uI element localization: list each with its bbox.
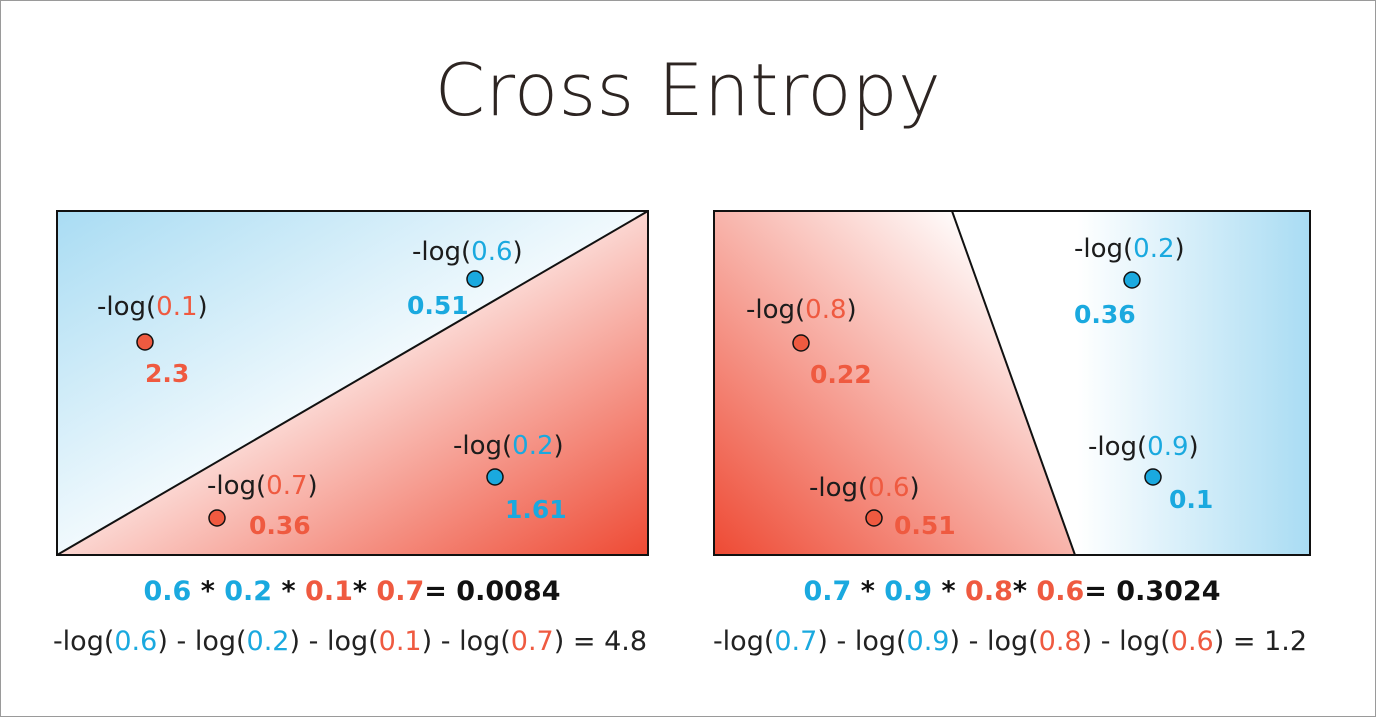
term-suffix: ) [421,626,433,657]
point-label: -log(0.2) [1074,234,1185,264]
term-suffix: ) [817,626,828,657]
term-prefix: log( [194,626,247,657]
decision-boundary [951,210,1076,556]
data-point [792,334,810,352]
term-prefix: log( [459,626,511,657]
times-sign: * [281,576,296,607]
point-value: 1.61 [505,495,567,524]
point-value: 0.36 [249,511,311,540]
term-num: 0.6 [114,626,158,657]
product-result: 0.0084 [456,576,561,607]
point-label: -log(0.2) [453,431,564,461]
factor: 0.6 [1036,576,1085,607]
product-equation-left: 0.6 * 0.2 * 0.1* 0.7= 0.0084 [72,576,632,607]
times-sign: * [860,576,875,607]
term-suffix: ) [157,626,168,657]
term-suffix: ) [289,626,301,657]
point-value: 2.3 [145,359,189,388]
data-point [1144,468,1162,486]
product-result: 0.3024 [1116,576,1221,607]
term-prefix: log( [986,626,1039,657]
data-point [466,270,484,288]
minus-sign: - [440,626,451,657]
point-label: -log(0.6) [809,473,920,503]
panel-border [713,210,1311,556]
minus-sign: - [836,626,847,657]
factor: 0.6 [143,576,192,607]
log-sum-equation-right: -log(0.7) - log(0.9) - log(0.8) - log(0.… [660,626,1360,657]
panel-right: -log(0.2) 0.36 -log(0.8) 0.22 -log(0.9) … [713,210,1311,556]
point-blue-1: -log(0.2) 0.36 [1074,234,1185,329]
point-value: 0.22 [810,360,872,389]
times-sign: * [200,576,215,607]
point-red-1: -log(0.8) 0.22 [746,295,872,389]
term-prefix: log( [1119,626,1171,657]
data-point [865,509,883,527]
point-value: 0.51 [894,511,956,540]
times-sign: * [941,576,956,607]
term-suffix: ) [1213,626,1225,657]
factor: 0.7 [803,576,852,607]
point-label: -log(0.9) [1088,432,1199,462]
factor: 0.9 [884,576,933,607]
equals-sign: = [1084,576,1107,607]
term-suffix: ) [1081,626,1093,657]
factor: 0.8 [965,576,1013,607]
minus-sign: - [308,626,319,657]
term-prefix: -log( [712,626,775,657]
times-sign: * [1012,576,1028,607]
term-suffix: ) [949,626,961,657]
equals-sign: = [424,576,447,607]
point-label: -log(0.7) [207,471,318,501]
term-num: 0.6 [1170,626,1214,657]
point-value: 0.1 [1169,485,1213,514]
panel-left: -log(0.6) 0.51 -log(0.1) 2.3 -log(0.2) 1… [56,210,649,556]
red-region [714,211,1075,555]
minus-sign: - [1100,626,1111,657]
point-blue-2: -log(0.2) 1.61 [453,431,567,524]
point-label: -log(0.1) [97,292,208,322]
point-label: -log(0.6) [412,237,523,267]
factor: 0.1 [305,576,353,607]
decision-boundary [56,210,649,556]
point-blue-2: -log(0.9) 0.1 [1088,432,1213,514]
minus-sign: - [968,626,979,657]
term-prefix: -log( [52,626,115,657]
term-num: 0.1 [378,626,422,657]
panel-border [56,210,649,556]
term-prefix: log( [326,626,379,657]
log-sum-result: 1.2 [1264,626,1308,657]
term-num: 0.2 [246,626,290,657]
equals-sign: = [1232,626,1256,657]
slide-title: Cross Entropy [434,48,942,132]
factor: 0.7 [376,576,425,607]
product-equation-right: 0.7 * 0.9 * 0.8* 0.6= 0.3024 [732,576,1292,607]
term-num: 0.9 [906,626,950,657]
point-value: 0.51 [407,291,469,320]
data-point [208,509,226,527]
data-point [1123,271,1141,289]
term-num: 0.8 [1038,626,1082,657]
point-value: 0.36 [1074,300,1136,329]
point-label: -log(0.8) [746,295,857,325]
data-point [136,333,154,351]
term-suffix: ) [553,626,565,657]
minus-sign: - [176,626,187,657]
equals-sign: = [572,626,596,657]
point-blue-1: -log(0.6) 0.51 [407,237,523,320]
point-red-2: -log(0.6) 0.51 [809,473,956,540]
blue-region [952,211,1310,555]
log-sum-result: 4.8 [604,626,648,657]
term-num: 0.7 [510,626,554,657]
factor: 0.2 [224,576,273,607]
term-prefix: log( [854,626,907,657]
log-sum-equation-left: -log(0.6) - log(0.2) - log(0.1) - log(0.… [0,626,700,657]
point-red-2: -log(0.7) 0.36 [207,471,318,540]
data-point [486,468,504,486]
times-sign: * [352,576,368,607]
point-red-1: -log(0.1) 2.3 [97,292,208,388]
term-num: 0.7 [774,626,818,657]
